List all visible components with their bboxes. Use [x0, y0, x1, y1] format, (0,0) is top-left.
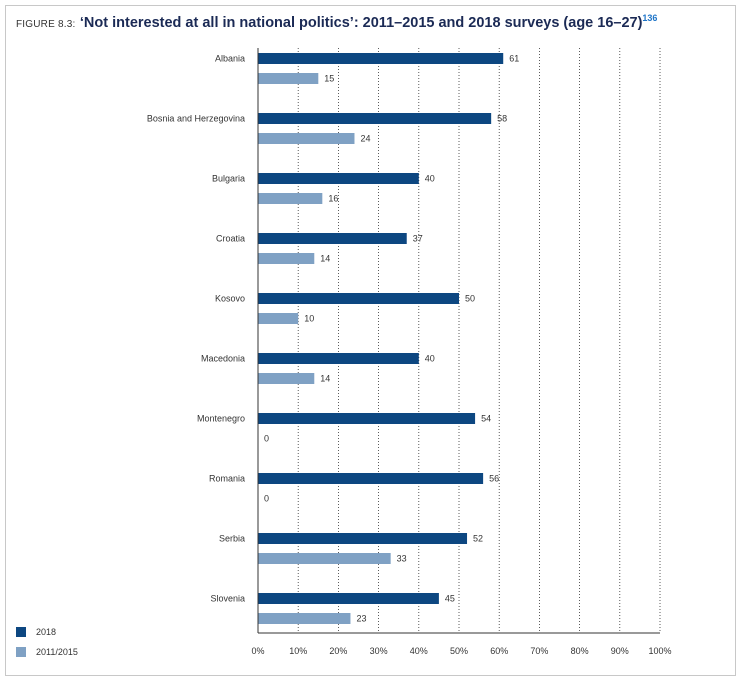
category-label: Bulgaria	[212, 174, 245, 184]
bar	[258, 613, 351, 624]
figure-title-text: ‘Not interested at all in national polit…	[79, 15, 643, 31]
bar	[258, 593, 439, 604]
data-label: 24	[360, 134, 370, 144]
data-label: 0	[264, 494, 269, 504]
category-label: Slovenia	[210, 594, 245, 604]
x-tick-label: 50%	[450, 646, 468, 656]
legend-item-2011-2015: 2011/2015	[16, 642, 78, 662]
bar	[258, 533, 468, 544]
data-label: 54	[481, 414, 491, 424]
category-label: Bosnia and Herzegovina	[147, 114, 245, 124]
x-tick-label: 20%	[329, 646, 347, 656]
footnote-ref: 136	[642, 13, 658, 23]
bar	[258, 413, 476, 424]
legend: 2018 2011/2015	[16, 622, 78, 662]
x-tick-label: 70%	[530, 646, 548, 656]
bar	[258, 473, 484, 484]
category-label: Montenegro	[197, 414, 245, 424]
data-label: 50	[465, 294, 475, 304]
data-label: 40	[425, 354, 435, 364]
legend-label-2011-2015: 2011/2015	[36, 647, 78, 657]
figure-label: FIGURE 8.3:	[16, 19, 76, 30]
data-label: 10	[304, 314, 314, 324]
figure-title: FIGURE 8.3: ‘Not interested at all in na…	[16, 13, 657, 32]
x-tick-label: 40%	[410, 646, 428, 656]
bar	[258, 553, 391, 564]
bar	[258, 73, 319, 84]
legend-swatch-2018	[16, 627, 26, 637]
data-label: 61	[509, 54, 519, 64]
legend-label-2018: 2018	[36, 627, 57, 637]
x-tick-label: 90%	[611, 646, 629, 656]
bar	[258, 293, 459, 304]
data-label: 58	[497, 114, 507, 124]
data-label: 33	[397, 554, 407, 564]
data-label: 40	[425, 174, 435, 184]
legend-item-2018: 2018	[16, 622, 78, 642]
category-label: Albania	[215, 54, 245, 64]
category-label: Serbia	[219, 534, 245, 544]
legend-swatch-2011-2015	[16, 647, 26, 657]
bar	[258, 53, 504, 64]
x-tick-label: 30%	[370, 646, 388, 656]
bar	[258, 373, 315, 384]
bar	[258, 353, 419, 364]
data-label: 52	[473, 534, 483, 544]
x-tick-label: 10%	[289, 646, 307, 656]
x-tick-label: 100%	[648, 646, 671, 656]
data-label: 16	[328, 194, 338, 204]
data-label: 23	[356, 614, 366, 624]
category-label: Macedonia	[201, 354, 245, 364]
bar	[258, 133, 355, 144]
bar	[258, 193, 323, 204]
bar	[258, 253, 315, 264]
data-label: 14	[320, 374, 330, 384]
data-label: 56	[489, 474, 499, 484]
data-label: 0	[264, 434, 269, 444]
category-label: Romania	[209, 474, 245, 484]
x-tick-label: 80%	[571, 646, 589, 656]
bar	[258, 233, 407, 244]
data-label: 14	[320, 254, 330, 264]
data-label: 37	[413, 234, 423, 244]
category-label: Croatia	[216, 234, 245, 244]
x-tick-label: 0%	[251, 646, 264, 656]
data-label: 15	[324, 74, 334, 84]
data-label: 45	[445, 594, 455, 604]
bar	[258, 173, 419, 184]
x-tick-label: 60%	[490, 646, 508, 656]
bar	[258, 113, 492, 124]
bar	[258, 313, 299, 324]
category-label: Kosovo	[215, 294, 245, 304]
figure-frame	[5, 5, 736, 676]
